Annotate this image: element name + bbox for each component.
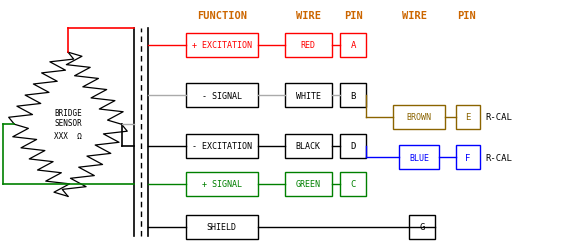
FancyBboxPatch shape <box>456 146 480 169</box>
Text: SENSOR: SENSOR <box>54 119 82 128</box>
Text: XXX  Ω: XXX Ω <box>54 132 82 141</box>
Text: C: C <box>350 179 356 188</box>
Text: PIN: PIN <box>344 11 362 21</box>
Text: + SIGNAL: + SIGNAL <box>202 179 242 188</box>
Text: G: G <box>419 222 425 231</box>
Text: WIRE: WIRE <box>402 11 427 21</box>
Text: GREEN: GREEN <box>295 179 321 188</box>
FancyBboxPatch shape <box>285 34 332 57</box>
Text: R-CAL: R-CAL <box>486 113 513 122</box>
Text: WHITE: WHITE <box>295 91 321 100</box>
FancyBboxPatch shape <box>456 105 480 129</box>
Text: BLUE: BLUE <box>410 153 429 162</box>
FancyBboxPatch shape <box>409 215 435 239</box>
Text: PIN: PIN <box>457 11 476 21</box>
FancyBboxPatch shape <box>340 34 366 57</box>
Text: WIRE: WIRE <box>295 11 321 21</box>
FancyBboxPatch shape <box>185 172 257 196</box>
Text: BRIDGE: BRIDGE <box>54 109 82 118</box>
Text: A: A <box>350 41 356 50</box>
FancyBboxPatch shape <box>340 172 366 196</box>
Text: FUNCTION: FUNCTION <box>197 11 247 21</box>
Text: - SIGNAL: - SIGNAL <box>202 91 242 100</box>
Text: SHIELD: SHIELD <box>207 222 237 231</box>
Text: F: F <box>465 153 471 162</box>
FancyBboxPatch shape <box>285 134 332 158</box>
Text: E: E <box>465 113 471 122</box>
FancyBboxPatch shape <box>185 134 257 158</box>
FancyBboxPatch shape <box>285 84 332 108</box>
FancyBboxPatch shape <box>340 84 366 108</box>
Text: RED: RED <box>301 41 316 50</box>
FancyBboxPatch shape <box>340 134 366 158</box>
FancyBboxPatch shape <box>185 215 257 239</box>
FancyBboxPatch shape <box>393 105 445 129</box>
FancyBboxPatch shape <box>185 84 257 108</box>
Text: BLACK: BLACK <box>295 142 321 151</box>
Text: D: D <box>350 142 356 151</box>
Text: + EXCITATION: + EXCITATION <box>192 41 252 50</box>
Text: R-CAL: R-CAL <box>486 153 513 162</box>
FancyBboxPatch shape <box>285 172 332 196</box>
FancyBboxPatch shape <box>399 146 439 169</box>
Text: - EXCITATION: - EXCITATION <box>192 142 252 151</box>
Text: BROWN: BROWN <box>407 113 432 122</box>
Text: B: B <box>350 91 356 100</box>
FancyBboxPatch shape <box>185 34 257 57</box>
